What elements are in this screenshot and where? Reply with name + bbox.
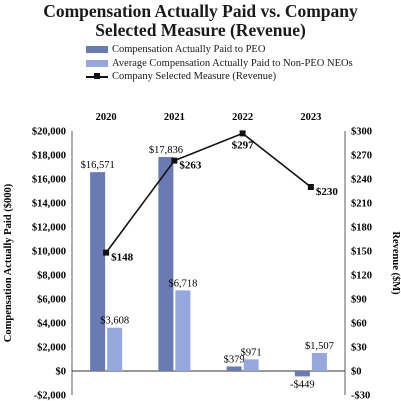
x-tick-label-3: 2023 — [300, 112, 321, 123]
revenue-marker-2023 — [307, 184, 314, 190]
legend-item-peo: Compensation Actually Paid to PEO — [86, 44, 386, 56]
chart-title: Compensation Actually Paid vs. Company S… — [0, 2, 401, 40]
revenue-label-2021: $263 — [179, 160, 202, 172]
chart-title-line-2: Selected Measure (Revenue) — [95, 20, 306, 40]
y-tick-label-0: $20,000 — [32, 127, 66, 138]
y2-tick-label-4: $180 — [351, 223, 372, 234]
revenue-marker-2020 — [103, 249, 110, 256]
revenue-label-2023: $230 — [316, 186, 339, 198]
y2-tick-label-10: $0 — [351, 367, 362, 378]
revenue-marker-2021 — [171, 157, 178, 164]
legend-item-neo: Average Compensation Actually Paid to No… — [86, 58, 386, 70]
y-tick-label-3: $14,000 — [32, 199, 66, 210]
bar-s1-2021 — [158, 156, 174, 371]
y2-tick-label-8: $60 — [351, 319, 367, 330]
bar-s2-2021 — [175, 290, 191, 371]
y2-axis-title: Revenue ($M) — [390, 231, 401, 295]
bar-label-s2-2023: $1,507 — [305, 341, 334, 352]
chart-title-line-1: Compensation Actually Paid vs. Company — [43, 1, 358, 21]
y-tick-label-8: $4,000 — [37, 319, 66, 330]
bar-label-s2-2021: $6,718 — [168, 278, 197, 289]
y-tick-label-1: $18,000 — [32, 151, 66, 162]
legend-label-neo: Average Compensation Actually Paid to No… — [112, 57, 353, 69]
x-tick-label-1: 2021 — [164, 112, 185, 123]
revenue-label-2022: $297 — [232, 139, 255, 151]
y2-tick-label-2: $240 — [351, 175, 372, 186]
bar-label-s1-2021: $17,836 — [149, 145, 183, 156]
bar-s1-2020 — [90, 172, 106, 371]
y-tick-label-7: $6,000 — [37, 295, 66, 306]
legend-swatch-peo — [86, 46, 108, 53]
bar-s2-2022 — [243, 359, 259, 371]
revenue-marker-2022 — [239, 130, 246, 137]
y2-tick-label-7: $90 — [351, 295, 367, 306]
y-tick-label-11: -$2,000 — [34, 391, 66, 401]
legend: Compensation Actually Paid to PEO Averag… — [86, 44, 386, 85]
revenue-label-2020: $148 — [111, 252, 134, 264]
bar-s2-2020 — [107, 327, 123, 371]
x-tick-label-0: 2020 — [96, 112, 117, 123]
y2-tick-label-6: $120 — [351, 271, 372, 282]
legend-label-revenue: Company Selected Measure (Revenue) — [112, 71, 277, 82]
y-tick-label-2: $16,000 — [32, 175, 66, 186]
y2-tick-label-1: $270 — [351, 151, 372, 162]
y2-tick-label-5: $150 — [351, 247, 372, 258]
bar-label-s1-2022: $379 — [224, 354, 245, 365]
x-tick-label-2: 2022 — [232, 112, 253, 123]
revenue-line — [105, 132, 312, 254]
y-tick-label-10: $0 — [56, 367, 67, 378]
y2-tick-label-0: $300 — [351, 127, 372, 138]
y-tick-label-6: $8,000 — [37, 271, 66, 282]
bar-label-s1-2020: $16,571 — [81, 160, 115, 171]
y-axis-title: Compensation Actually Paid ($000) — [3, 183, 14, 342]
bar-label-s1-2023: -$449 — [290, 379, 315, 390]
y-tick-label-5: $10,000 — [32, 247, 66, 258]
bar-s1-2023 — [294, 371, 310, 377]
bar-label-s2-2022: $971 — [241, 347, 262, 358]
bar-s1-2022 — [226, 366, 242, 371]
y2-tick-label-11: -$30 — [351, 391, 370, 401]
bar-label-s2-2020: $3,608 — [100, 316, 129, 327]
y2-tick-label-3: $210 — [351, 199, 372, 210]
bar-s2-2023 — [311, 352, 327, 371]
legend-swatch-neo — [86, 59, 108, 67]
y2-tick-label-9: $30 — [351, 343, 367, 354]
legend-marker-revenue — [94, 73, 100, 79]
legend-item-revenue: Company Selected Measure (Revenue) — [86, 71, 386, 83]
y-tick-label-4: $12,000 — [32, 223, 66, 234]
legend-label-peo: Compensation Actually Paid to PEO — [112, 44, 266, 55]
y-tick-label-9: $2,000 — [37, 343, 66, 354]
